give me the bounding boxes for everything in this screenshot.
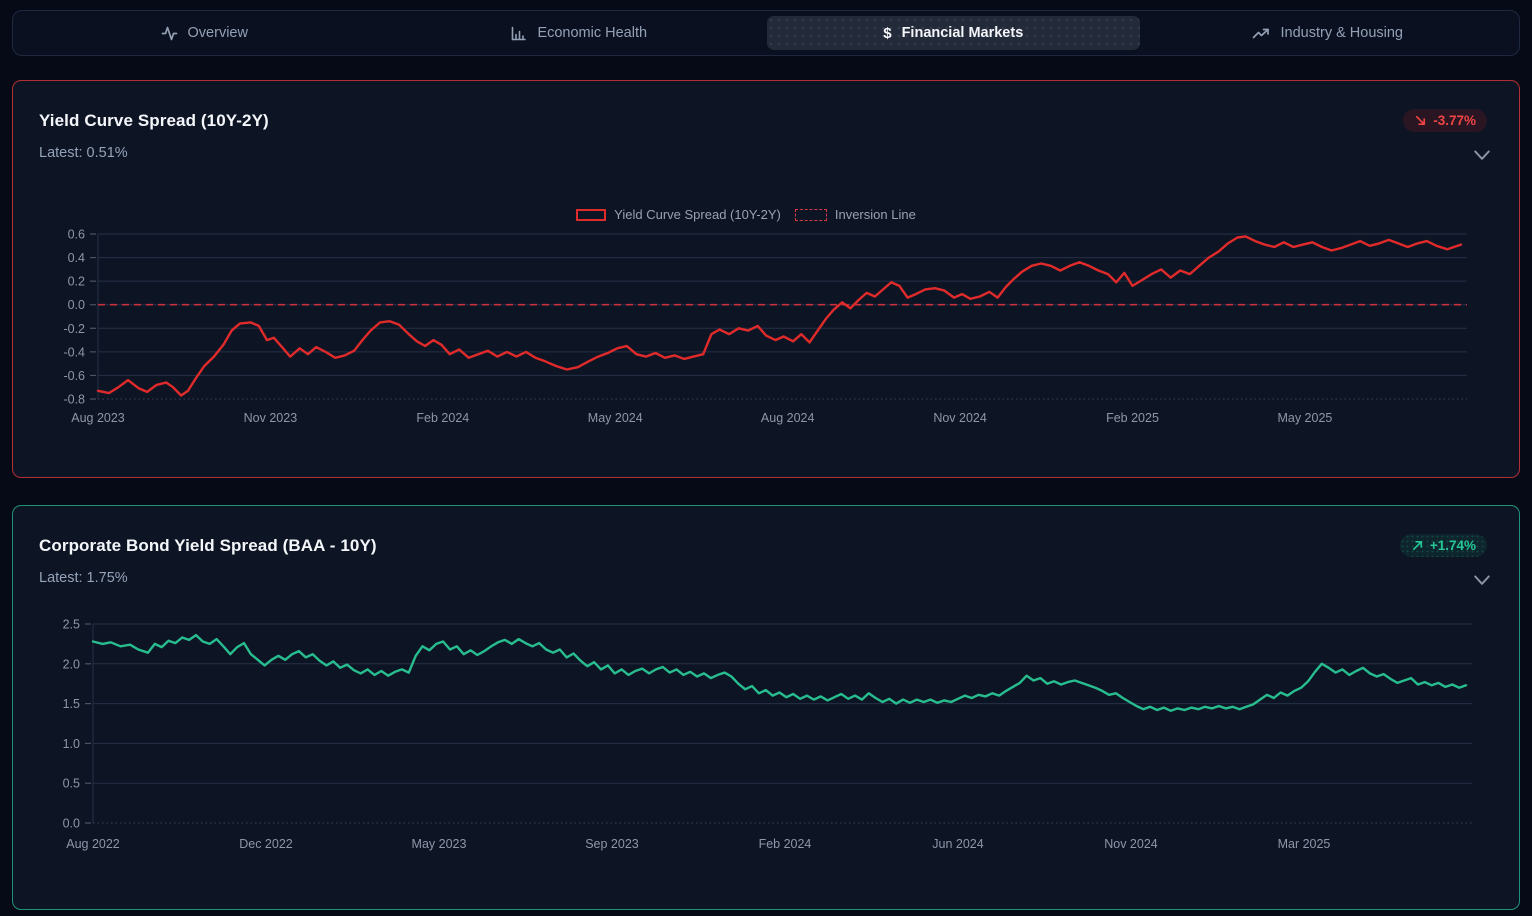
tab-economic-health[interactable]: Economic Health [393,16,766,50]
dollar-icon: $ [883,24,892,42]
svg-text:0.6: 0.6 [68,228,85,242]
trending-up-icon [1253,28,1270,38]
card-title: Corporate Bond Yield Spread (BAA - 10Y) [39,536,377,555]
tab-industry-housing[interactable]: Industry & Housing [1142,16,1515,50]
svg-text:Feb 2024: Feb 2024 [416,411,469,425]
trend-badge: -3.77% [1403,109,1487,132]
corporate-bond-line-chart[interactable]: 2.5 2.0 1.5 1.0 0.5 0.0 Aug 2022 Dec 2022 May 20… [13,506,1519,911]
legend-label: Inversion Line [834,207,916,222]
tab-label: Financial Markets [901,25,1024,41]
yield-curve-line-chart[interactable]: 0.6 0.4 0.2 0.0 -0.2 -0.4 -0.6 -0.8 Aug 2023 Nov … [13,81,1519,477]
tab-label: Industry & Housing [1280,25,1403,41]
activity-icon [161,26,177,40]
card-title: Yield Curve Spread (10Y-2Y) [39,111,269,130]
chart-legend: Yield Curve Spread (10Y-2Y) Inversion Li… [13,207,1479,222]
chevron-down-icon[interactable] [1473,149,1491,163]
tab-label: Economic Health [537,25,648,41]
svg-text:Mar 2025: Mar 2025 [1278,837,1331,851]
svg-text:Jun 2024: Jun 2024 [932,837,983,851]
svg-text:Feb 2024: Feb 2024 [759,837,812,851]
svg-text:0.0: 0.0 [68,298,85,312]
svg-text:1.5: 1.5 [63,697,80,711]
legend-swatch-dashed [794,208,827,221]
svg-text:Nov 2023: Nov 2023 [244,411,298,425]
legend-label: Yield Curve Spread (10Y-2Y) [614,207,781,222]
svg-text:2.5: 2.5 [63,618,80,632]
svg-text:0.4: 0.4 [68,251,85,265]
tab-label: Overview [187,25,248,41]
bar-chart-icon [512,26,527,40]
svg-text:May 2025: May 2025 [1277,411,1332,425]
badge-value: +1.74% [1429,538,1476,553]
svg-text:0.2: 0.2 [68,275,85,289]
svg-text:Aug 2024: Aug 2024 [761,411,815,425]
badge-value: -3.77% [1433,113,1476,128]
svg-text:0.0: 0.0 [63,817,80,831]
svg-text:-0.4: -0.4 [63,345,85,359]
tab-bar: Overview Economic Health $ Financial Mar… [12,10,1520,56]
svg-text:-0.6: -0.6 [63,369,85,383]
svg-text:Aug 2023: Aug 2023 [71,411,125,425]
arrow-up-right-icon [1412,540,1422,551]
yield-curve-spread-card: Yield Curve Spread (10Y-2Y) Latest: 0.51… [12,80,1520,478]
svg-text:1.0: 1.0 [63,737,80,751]
latest-value: Latest: 1.75% [39,570,128,586]
svg-text:Sep 2023: Sep 2023 [585,837,639,851]
legend-item-series: Yield Curve Spread (10Y-2Y) [576,207,781,222]
svg-text:Aug 2022: Aug 2022 [66,837,120,851]
arrow-down-right-icon [1416,115,1426,126]
svg-text:0.5: 0.5 [63,777,80,791]
svg-text:-0.2: -0.2 [63,322,85,336]
legend-swatch-solid [576,208,607,221]
chevron-down-icon[interactable] [1473,574,1491,588]
svg-text:May 2023: May 2023 [412,837,467,851]
svg-text:Dec 2022: Dec 2022 [239,837,293,851]
svg-text:Nov 2024: Nov 2024 [1104,837,1158,851]
tab-overview[interactable]: Overview [18,16,391,50]
latest-value: Latest: 0.51% [39,145,128,161]
legend-item-inversion: Inversion Line [794,207,916,222]
corporate-bond-spread-card: Corporate Bond Yield Spread (BAA - 10Y) … [12,505,1520,910]
svg-text:May 2024: May 2024 [588,411,643,425]
svg-text:-0.8: -0.8 [63,393,85,407]
tab-financial-markets[interactable]: $ Financial Markets [767,16,1140,50]
trend-badge: +1.74% [1399,534,1487,557]
svg-text:Nov 2024: Nov 2024 [933,411,987,425]
svg-text:2.0: 2.0 [63,657,80,671]
svg-text:Feb 2025: Feb 2025 [1106,411,1159,425]
